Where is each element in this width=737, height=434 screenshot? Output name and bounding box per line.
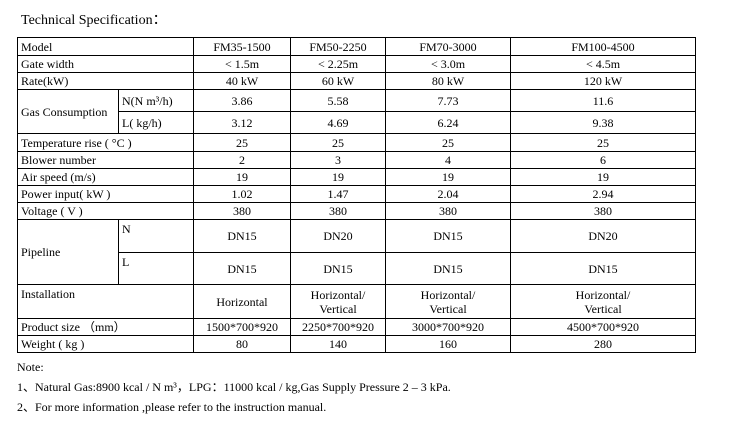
spec-table: Model FM35-1500 FM50-2250 FM70-3000 FM100-45…	[17, 37, 696, 353]
value-cell: 25	[290, 133, 386, 152]
value-cell: 140	[290, 335, 386, 353]
value-cell: 80	[193, 335, 291, 353]
note: 2、For more information ,please refer to …	[17, 400, 327, 414]
note: 1、Natural Gas:8900 kcal / N m³，LPG：11000…	[17, 380, 451, 394]
value-cell: Horizontal/ Vertical	[385, 284, 511, 319]
value-cell: 2250*700*920	[290, 318, 386, 336]
table-row: Installation Horizontal Horizontal/ Vertic…	[17, 284, 696, 319]
value-cell: 380	[290, 202, 386, 220]
value-cell: DN15	[193, 219, 291, 253]
row-label: Pipeline	[17, 219, 119, 285]
value-cell: DN20	[510, 219, 696, 253]
value-cell: 380	[510, 202, 696, 220]
value-cell: 2.94	[510, 185, 696, 203]
value-cell: 1500*700*920	[193, 318, 291, 336]
value-cell: 19	[385, 168, 511, 186]
value-cell: DN15	[385, 252, 511, 285]
sub-label: N	[118, 219, 194, 253]
value-cell: 19	[290, 168, 386, 186]
value-cell: FM50-2250	[290, 37, 386, 56]
table-row: Blower number 2 3 4 6	[17, 151, 696, 169]
table-row: Model FM35-1500 FM50-2250 FM70-3000 FM100-45…	[17, 37, 696, 56]
row-label: Gas Consumption	[17, 89, 119, 134]
value-cell: Horizontal	[193, 284, 291, 319]
value-cell: 6.24	[385, 111, 511, 134]
value-cell: FM70-3000	[385, 37, 511, 56]
value-cell: 25	[385, 133, 511, 152]
value-cell: 19	[193, 168, 291, 186]
value-cell: 1.02	[193, 185, 291, 203]
notes-heading: Note:	[17, 360, 44, 374]
value-cell: 3.12	[193, 111, 291, 134]
row-label: Blower number	[17, 151, 194, 169]
value-cell: 2.04	[385, 185, 511, 203]
row-label: Power input( kW )	[17, 185, 194, 203]
notes: Note: 1、Natural Gas:8900 kcal / N m³，LPG…	[17, 359, 451, 419]
row-label: Air speed (m/s)	[17, 168, 194, 186]
row-label: Temperature rise ( °C )	[17, 133, 194, 152]
value-cell: 4.69	[290, 111, 386, 134]
value-cell: 3	[290, 151, 386, 169]
value-cell: < 3.0m	[385, 55, 511, 73]
value-cell: 19	[510, 168, 696, 186]
value-cell: 25	[510, 133, 696, 152]
row-label: Product size （mm）	[17, 318, 194, 336]
table-row: Gate width < 1.5m < 2.25m < 3.0m < 4.5m	[17, 55, 696, 73]
value-cell: DN20	[290, 219, 386, 253]
table-row: Gas Consumption N(N m³/h) 3.86 5.58 7.73 11.6	[17, 89, 696, 134]
value-cell: 4500*700*920	[510, 318, 696, 336]
value-cell: < 4.5m	[510, 55, 696, 73]
table-row: Temperature rise ( °C ) 25 25 25 25	[17, 133, 696, 152]
value-cell: 160	[385, 335, 511, 353]
table-row: Voltage ( V ) 380 380 380 380	[17, 202, 696, 220]
value-cell: 380	[193, 202, 291, 220]
value-cell: FM35-1500	[193, 37, 291, 56]
row-label: Voltage ( V )	[17, 202, 194, 220]
table-row: L( kg/h) 3.12 4.69 6.24 9.38	[18, 111, 696, 134]
table-row: Power input( kW ) 1.02 1.47 2.04 2.94	[17, 185, 696, 203]
value-cell: 40 kW	[193, 72, 291, 90]
value-cell: FM100-4500	[510, 37, 696, 56]
row-label: Rate(kW)	[17, 72, 194, 90]
value-cell: 1.47	[290, 185, 386, 203]
value-cell: DN15	[290, 252, 386, 285]
row-label: Installation	[17, 284, 194, 319]
value-cell: 11.6	[510, 89, 696, 112]
value-cell: 3000*700*920	[385, 318, 511, 336]
sub-label: L( kg/h)	[118, 111, 194, 134]
table-row: Rate(kW) 40 kW 60 kW 80 kW 120 kW	[17, 72, 696, 90]
value-cell: Horizontal/ Vertical	[290, 284, 386, 319]
row-label: Weight ( kg )	[17, 335, 194, 353]
table-row: Weight ( kg ) 80 140 160 280	[17, 335, 696, 353]
value-cell: 380	[385, 202, 511, 220]
value-cell: 2	[193, 151, 291, 169]
value-cell: 5.58	[290, 89, 386, 112]
value-cell: 280	[510, 335, 696, 353]
title: Technical Specification：	[21, 13, 167, 28]
value-cell: DN15	[510, 252, 696, 285]
value-cell: 120 kW	[510, 72, 696, 90]
value-cell: 25	[193, 133, 291, 152]
value-cell: 7.73	[385, 89, 511, 112]
table-row: Product size （mm） 1500*700*920 2250*700*92…	[17, 318, 696, 336]
sub-label: N(N m³/h)	[118, 89, 194, 112]
table-row: Air speed (m/s) 19 19 19 19	[17, 168, 696, 186]
value-cell: 60 kW	[290, 72, 386, 90]
value-cell: Horizontal/ Vertical	[510, 284, 696, 319]
value-cell: DN15	[193, 252, 291, 285]
sub-label: L	[118, 252, 194, 285]
value-cell: 80 kW	[385, 72, 511, 90]
row-label: Gate width	[17, 55, 194, 73]
row-label: Model	[17, 37, 194, 56]
value-cell: < 1.5m	[193, 55, 291, 73]
table-row: Pipeline N DN15 DN20 DN15 DN20	[17, 219, 696, 285]
value-cell: DN15	[385, 219, 511, 253]
value-cell: 4	[385, 151, 511, 169]
value-cell: 3.86	[193, 89, 291, 112]
value-cell: 6	[510, 151, 696, 169]
table-row: L DN15 DN15 DN15 DN15	[18, 252, 696, 285]
value-cell: < 2.25m	[290, 55, 386, 73]
value-cell: 9.38	[510, 111, 696, 134]
